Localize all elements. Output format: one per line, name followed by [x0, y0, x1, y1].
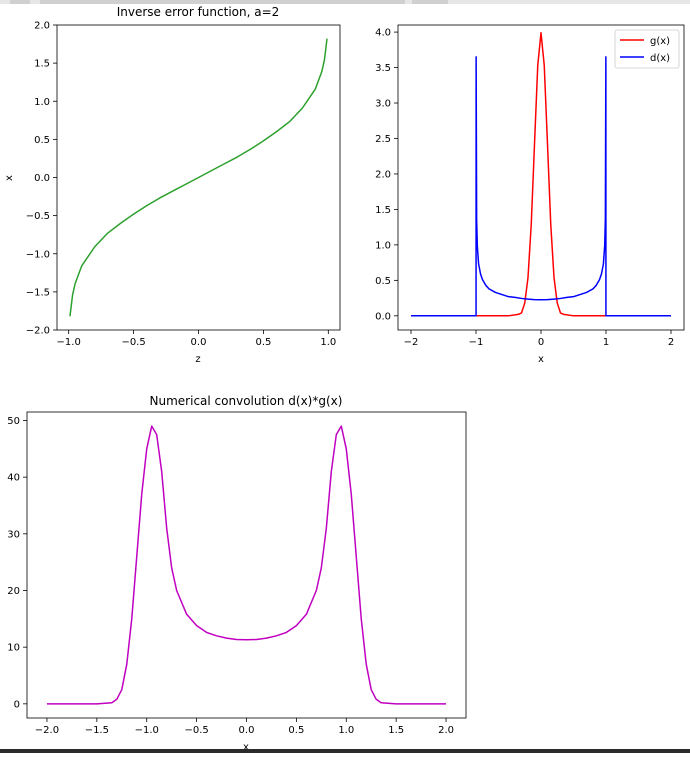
x-tick-label: −2.0 — [35, 725, 59, 736]
y-tick-label: 3.0 — [375, 99, 391, 110]
y-tick-label: 0.0 — [34, 173, 50, 184]
x-tick-label: −1 — [469, 337, 484, 348]
y-tick-label: 0.5 — [375, 276, 391, 287]
y-tick-label: 50 — [7, 416, 20, 427]
y-tick-label: 1.5 — [375, 205, 391, 216]
x-axis-label: z — [195, 354, 200, 365]
x-tick-label: 0 — [538, 337, 544, 348]
legend-label-g: g(x) — [650, 36, 670, 47]
y-tick-label: 3.5 — [375, 63, 391, 74]
series-line-1 — [411, 56, 671, 317]
series-line-0 — [411, 32, 671, 317]
x-tick-label: −2 — [404, 337, 419, 348]
chart-title: Numerical convolution d(x)*g(x) — [150, 394, 343, 408]
y-tick-label: 1.0 — [34, 97, 50, 108]
x-tick-label: 0.0 — [191, 337, 207, 348]
y-tick-label: 10 — [7, 643, 20, 654]
x-tick-label: −0.5 — [121, 337, 145, 348]
y-tick-label: −0.5 — [26, 211, 50, 222]
series-line-0 — [46, 425, 447, 705]
chart-g-and-d: −2 −1 0 1 2 0.0 0.5 1.0 1.5 2.0 2.5 3.0 3.5 4.0 x g(… — [375, 24, 685, 365]
x-axis-label: x — [243, 742, 249, 753]
chart-title: Inverse error function, a=2 — [117, 5, 280, 19]
y-tick-label: 2.5 — [375, 134, 391, 145]
x-tick-label: −1.0 — [135, 725, 159, 736]
series-line-0 — [69, 38, 328, 317]
x-axis-label: x — [538, 354, 544, 365]
x-tick-label: 1.5 — [388, 725, 404, 736]
x-tick-label: 2 — [668, 337, 674, 348]
y-tick-label: 1.0 — [375, 240, 391, 251]
y-tick-label: 2.0 — [34, 21, 50, 32]
x-tick-label: −0.5 — [184, 725, 208, 736]
top-toolbar-strip — [0, 0, 690, 4]
y-tick-label: 4.0 — [375, 28, 391, 39]
y-tick-label: 1.5 — [34, 59, 50, 70]
y-tick-label: −1.5 — [26, 287, 50, 298]
y-tick-label: 2.0 — [375, 169, 391, 180]
x-tick-label: −1.5 — [85, 725, 109, 736]
y-tick-label: 40 — [7, 473, 20, 484]
x-tick-label: 1.0 — [320, 337, 336, 348]
y-tick-label: 0 — [14, 699, 20, 710]
y-tick-label: 20 — [7, 586, 20, 597]
chart-inverse-erf: Inverse error function, a=2 −1.0 −0.5 0.0 0… — [4, 5, 341, 365]
x-tick-label: 0.5 — [255, 337, 271, 348]
x-tick-label: 1.0 — [338, 725, 354, 736]
y-tick-label: −2.0 — [26, 326, 50, 337]
y-axis-label: x — [4, 175, 15, 181]
x-tick-label: 0.0 — [239, 725, 255, 736]
y-tick-label: 30 — [7, 529, 20, 540]
plot-frame — [397, 24, 685, 331]
bottom-edge-strip — [0, 749, 690, 753]
legend-label-d: d(x) — [650, 53, 670, 64]
x-tick-label: −1.0 — [57, 337, 81, 348]
chart-convolution: Numerical convolution d(x)*g(x) −2.0 −1.5… — [7, 394, 467, 753]
y-tick-label: −1.0 — [26, 249, 50, 260]
x-tick-label: 2.0 — [438, 725, 454, 736]
x-tick-label: 1 — [603, 337, 609, 348]
y-tick-label: 0.5 — [34, 135, 50, 146]
legend: g(x) d(x) — [614, 29, 680, 69]
plot-frame — [26, 411, 467, 719]
x-tick-label: 0.5 — [288, 725, 304, 736]
y-tick-label: 0.0 — [375, 311, 391, 322]
